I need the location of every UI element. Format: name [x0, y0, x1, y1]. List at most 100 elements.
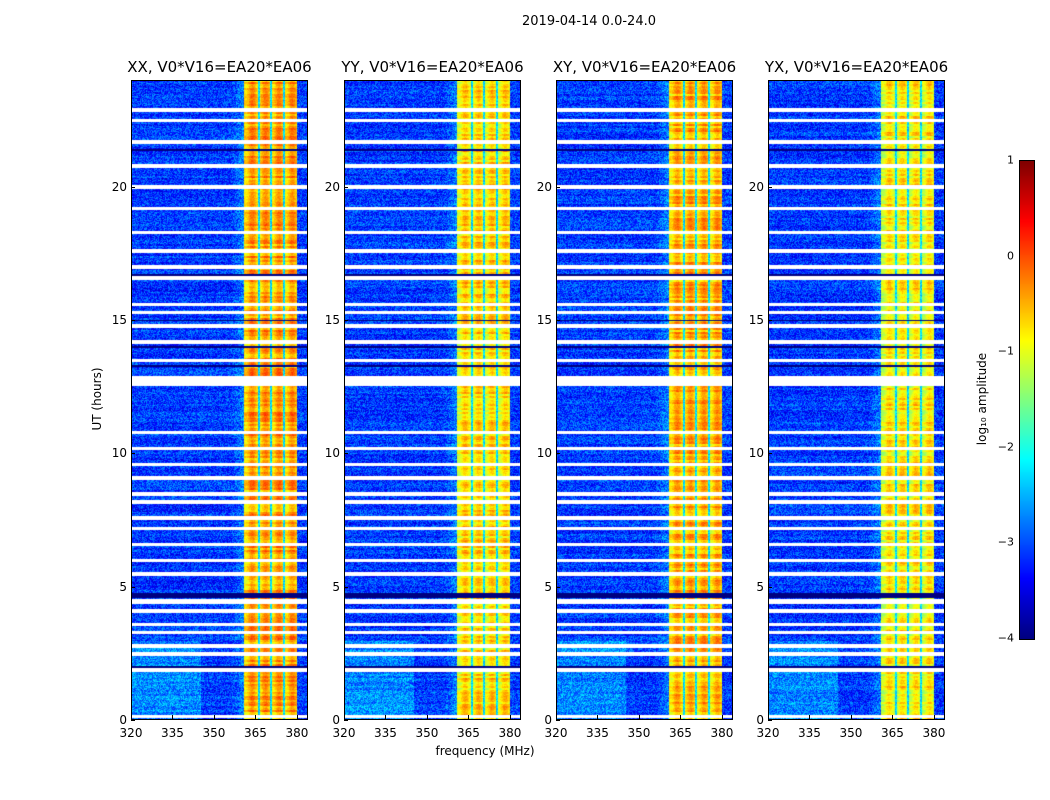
- y-tick-mark: [344, 453, 348, 455]
- y-tick-mark: [556, 320, 560, 321]
- x-tick-label: 365: [244, 726, 267, 740]
- colorbar-tick-label: −1: [997, 344, 1014, 358]
- colorbar-label: log₁₀ amplitude: [975, 352, 989, 446]
- heatmap-panel-0: XX, V0*V16=EA20*EA06 0 5 10 15 20 320 335 350 365…: [112, 58, 312, 740]
- y-tick-label: 10: [748, 446, 764, 461]
- y-tick-label: 10: [536, 446, 552, 461]
- x-tick-label: 335: [798, 726, 821, 740]
- colorbar-tick-label: 1: [1007, 153, 1014, 167]
- x-tick-label: 320: [332, 726, 356, 740]
- y-tick-label: 15: [748, 313, 764, 327]
- y-tick-mark: [131, 453, 135, 455]
- x-tick-label: 320: [544, 726, 568, 740]
- x-tick-label: 335: [374, 726, 397, 740]
- x-tick-mark: [255, 715, 257, 719]
- panel-title: YY, V0*V16=EA20*EA06: [341, 58, 524, 76]
- colorbar-tick-label: −3: [997, 535, 1014, 549]
- x-axis-label: frequency (MHz): [435, 744, 535, 758]
- x-tick-label: 320: [119, 726, 143, 740]
- x-tick-label: 350: [202, 726, 226, 740]
- y-tick-mark: [768, 720, 772, 721]
- y-tick-mark: [556, 586, 560, 588]
- x-tick-mark: [556, 715, 557, 719]
- x-tick-mark: [344, 715, 345, 719]
- x-tick-mark: [638, 715, 640, 719]
- y-tick-mark: [344, 186, 348, 188]
- y-tick-mark: [131, 586, 135, 588]
- x-tick-label: 365: [881, 726, 904, 740]
- y-tick-label: 20: [536, 179, 552, 194]
- panel-title: YX, V0*V16=EA20*EA06: [764, 58, 949, 76]
- x-tick-mark: [131, 715, 132, 719]
- y-tick-mark: [556, 453, 560, 455]
- colorbar: [1019, 160, 1035, 640]
- x-tick-mark: [468, 715, 470, 719]
- y-tick-mark: [556, 186, 560, 188]
- y-tick-label: 5: [756, 579, 764, 594]
- x-tick-label: 380: [710, 726, 734, 740]
- x-tick-label: 350: [627, 726, 651, 740]
- y-tick-mark: [131, 186, 135, 188]
- colorbar-tick-label: −4: [997, 631, 1014, 645]
- y-tick-label: 15: [324, 313, 340, 327]
- y-tick-mark: [131, 320, 135, 321]
- panel-title: XY, V0*V16=EA20*EA06: [552, 58, 737, 76]
- y-tick-label: 0: [332, 713, 340, 727]
- y-tick-mark: [344, 586, 348, 588]
- heatmap-image: [131, 80, 308, 720]
- x-tick-label: 380: [285, 726, 309, 740]
- y-tick-mark: [768, 320, 772, 321]
- x-tick-label: 365: [669, 726, 692, 740]
- x-tick-mark: [426, 715, 428, 719]
- colorbar-tick-label: 0: [1007, 249, 1014, 263]
- heatmap-image: [344, 80, 521, 720]
- y-tick-mark: [768, 453, 772, 455]
- x-tick-mark: [850, 715, 852, 719]
- heatmap-image: [768, 80, 945, 720]
- y-tick-label: 10: [324, 446, 340, 461]
- heatmap-image: [556, 80, 733, 720]
- x-tick-mark: [172, 715, 174, 719]
- x-tick-label: 350: [839, 726, 863, 740]
- y-tick-label: 0: [119, 713, 127, 727]
- x-tick-label: 380: [922, 726, 946, 740]
- y-tick-mark: [768, 586, 772, 588]
- y-tick-label: 15: [111, 313, 127, 327]
- x-tick-mark: [892, 715, 894, 719]
- y-tick-label: 5: [544, 579, 552, 594]
- panel-title: XX, V0*V16=EA20*EA06: [127, 58, 312, 76]
- x-tick-mark: [213, 715, 215, 719]
- y-tick-mark: [768, 186, 772, 188]
- y-tick-label: 0: [756, 713, 764, 727]
- x-tick-label: 335: [161, 726, 184, 740]
- heatmap-panel-2: XY, V0*V16=EA20*EA06 0 5 10 15 20 320 335 350 365…: [537, 58, 736, 740]
- y-tick-label: 20: [748, 179, 764, 194]
- y-tick-label: 10: [111, 446, 127, 461]
- x-tick-mark: [509, 715, 511, 719]
- y-tick-label: 5: [119, 579, 127, 594]
- y-tick-mark: [344, 720, 348, 721]
- y-tick-label: 15: [536, 313, 552, 327]
- x-tick-label: 335: [586, 726, 609, 740]
- y-tick-label: 0: [544, 713, 552, 727]
- x-tick-mark: [680, 715, 682, 719]
- colorbar-tick-label: −2: [997, 440, 1014, 454]
- y-tick-mark: [131, 720, 135, 721]
- heatmap-panel-3: YX, V0*V16=EA20*EA06 0 5 10 15 20 320 335 350 365…: [749, 58, 948, 740]
- y-tick-label: 5: [332, 579, 340, 594]
- y-tick-label: 20: [324, 179, 340, 194]
- x-tick-mark: [809, 715, 811, 719]
- x-tick-mark: [721, 715, 723, 719]
- x-tick-mark: [597, 715, 599, 719]
- x-tick-mark: [933, 715, 935, 719]
- heatmap-panel-1: YY, V0*V16=EA20*EA06 0 5 10 15 20 320 335 350 365…: [325, 58, 524, 740]
- y-tick-mark: [556, 720, 560, 721]
- x-tick-label: 365: [457, 726, 480, 740]
- x-tick-mark: [768, 715, 769, 719]
- y-tick-mark: [344, 320, 348, 321]
- x-tick-mark: [385, 715, 387, 719]
- figure-title: 2019-04-14 0.0-24.0: [522, 14, 656, 29]
- x-tick-label: 380: [498, 726, 522, 740]
- x-tick-mark: [296, 715, 298, 719]
